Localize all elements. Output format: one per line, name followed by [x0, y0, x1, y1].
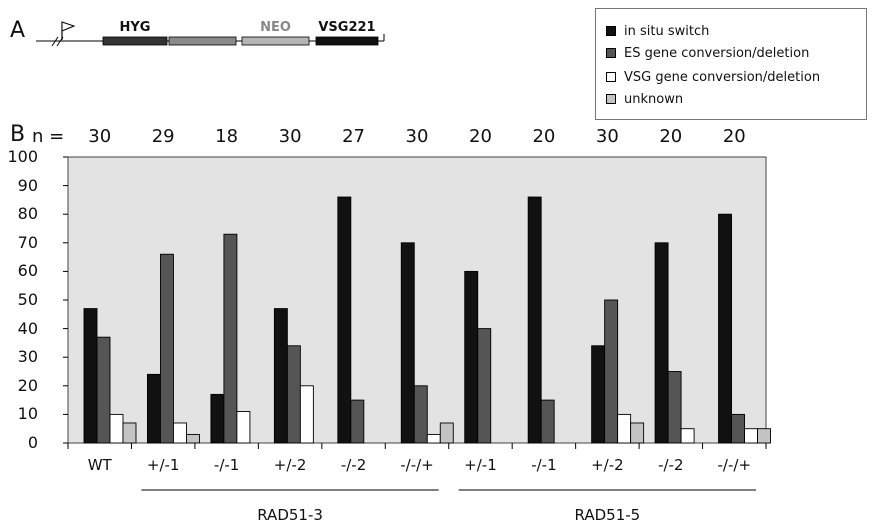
bar-es-gene-conversion-deletion — [160, 253, 174, 444]
cassette-block — [315, 36, 379, 46]
bar-unknown — [186, 433, 200, 444]
chart-legend: in situ switch ES gene conversion/deleti… — [595, 8, 867, 120]
bar-es-gene-conversion-deletion — [286, 345, 301, 444]
y-tick-label: 60 — [17, 261, 38, 281]
x-tick-label: -/-2 — [340, 456, 367, 474]
y-tick-label: 30 — [17, 347, 38, 367]
panel-b-letter: B — [10, 122, 26, 147]
bar-vsg-gene-conversion-deletion — [236, 411, 251, 444]
bar-vsg-gene-conversion-deletion — [173, 422, 187, 444]
bar-es-gene-conversion-deletion — [477, 328, 492, 444]
break-mark — [56, 36, 64, 47]
y-tick-label: 80 — [17, 204, 38, 224]
bar-in-situ-switch — [527, 196, 542, 444]
n-value: 30 — [405, 126, 429, 147]
bar-in-situ-switch — [464, 270, 479, 444]
bar-es-gene-conversion-deletion — [96, 336, 111, 444]
bar-in-situ-switch — [210, 393, 225, 444]
bar-in-situ-switch — [337, 196, 352, 444]
bar-in-situ-switch — [147, 373, 161, 444]
group-label: RAD51-3 — [257, 506, 323, 524]
legend-swatch — [606, 26, 616, 36]
bar-in-situ-switch — [591, 345, 606, 444]
legend-label: VSG gene conversion/deletion — [624, 69, 821, 85]
cassette-label: HYG — [120, 20, 151, 35]
n-value: 27 — [342, 126, 365, 147]
y-tick-label: 70 — [17, 232, 38, 252]
n-value: 20 — [532, 126, 556, 147]
bar-es-gene-conversion-deletion — [413, 385, 428, 444]
group-label: RAD51-5 — [574, 506, 641, 524]
legend-label: ES gene conversion/deletion — [624, 45, 810, 61]
y-tick-label: 90 — [17, 175, 38, 195]
y-tick-label: 0 — [27, 433, 38, 452]
n-value: 20 — [722, 126, 746, 147]
bar-vsg-gene-conversion-deletion — [617, 413, 632, 444]
n-value: 20 — [659, 126, 683, 147]
panel-a-letter: A — [10, 18, 26, 43]
bar-vsg-gene-conversion-deletion — [299, 385, 314, 444]
cassette-label: NEO — [260, 20, 291, 35]
legend-label: unknown — [624, 91, 684, 107]
legend-swatch — [606, 48, 616, 58]
bar-es-gene-conversion-deletion — [604, 299, 619, 444]
bar-in-situ-switch — [400, 242, 415, 444]
cassette-label: VSG221 — [318, 20, 375, 35]
n-value: 30 — [278, 126, 302, 147]
legend-label: in situ switch — [624, 23, 710, 39]
promoter-flag-icon — [61, 21, 76, 40]
bar-vsg-gene-conversion-deletion — [109, 413, 124, 444]
bar-vsg-gene-conversion-deletion — [744, 428, 758, 444]
n-value: 29 — [151, 126, 175, 147]
legend-item: unknown — [606, 89, 683, 109]
y-tick-label: 10 — [17, 404, 38, 424]
bar-es-gene-conversion-deletion — [223, 233, 238, 444]
break-mark — [51, 36, 59, 47]
bar-in-situ-switch — [654, 242, 669, 444]
x-tick-label: +/-2 — [273, 456, 307, 474]
x-tick-label: -/-/+ — [717, 456, 752, 474]
x-tick-label: +/-2 — [591, 456, 624, 474]
bar-unknown — [122, 422, 137, 444]
y-tick-label: 100 — [7, 147, 38, 166]
legend-swatch — [606, 94, 616, 104]
bar-in-situ-switch — [718, 213, 732, 444]
cassette-block — [102, 36, 168, 46]
n-value: 18 — [215, 126, 239, 147]
n-value: 30 — [595, 126, 619, 147]
bar-es-gene-conversion-deletion — [667, 371, 682, 444]
y-tick-label: 40 — [17, 318, 38, 338]
n-prefix-label: n = — [32, 126, 65, 147]
bar-unknown — [439, 422, 454, 444]
bar-es-gene-conversion-deletion — [350, 399, 365, 444]
x-tick-label: WT — [87, 456, 112, 474]
bar-unknown — [757, 428, 771, 444]
x-tick-label: +/-1 — [464, 456, 497, 474]
bar-es-gene-conversion-deletion — [731, 413, 745, 444]
bar-vsg-gene-conversion-deletion — [426, 433, 441, 444]
bar-in-situ-switch — [83, 308, 98, 444]
cassette-block — [241, 36, 310, 46]
legend-item: ES gene conversion/deletion — [606, 43, 809, 63]
bar-in-situ-switch — [273, 308, 288, 444]
x-tick-label: +/-1 — [146, 456, 180, 474]
y-tick-label: 20 — [17, 375, 38, 395]
bar-es-gene-conversion-deletion — [540, 399, 555, 444]
x-tick-label: -/-1 — [213, 456, 240, 474]
bar-vsg-gene-conversion-deletion — [680, 428, 695, 444]
legend-swatch — [606, 72, 616, 82]
legend-item: VSG gene conversion/deletion — [606, 67, 820, 87]
n-value: 30 — [88, 126, 112, 147]
x-tick-label: -/-1 — [531, 456, 557, 474]
x-tick-label: -/-/+ — [400, 456, 434, 474]
x-tick-label: -/-2 — [658, 456, 684, 474]
legend-item: in situ switch — [606, 21, 709, 41]
bar-unknown — [630, 422, 645, 444]
y-tick-label: 50 — [17, 290, 38, 309]
n-value: 20 — [469, 126, 492, 147]
cassette-block — [168, 36, 237, 46]
